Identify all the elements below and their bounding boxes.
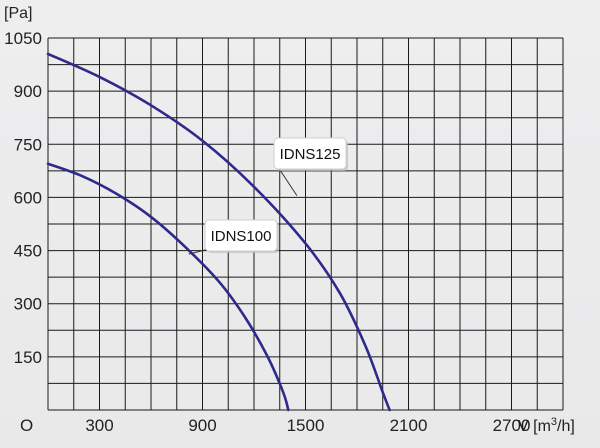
callout-idns125: IDNS125 [273,137,348,196]
x-tick-label: 2700 [493,416,531,435]
y-tick-label: 600 [14,188,42,207]
y-tick-label: 750 [14,135,42,154]
x-axis-label: V [m3/h] [518,416,575,435]
y-tick-label: 450 [14,242,42,261]
callouts: IDNS125 IDNS100 [188,137,348,255]
tick-labels: 150 300 450 600 750 900 1050 300 900 1500 2100 2700 [4,29,530,435]
callout-box [204,219,278,252]
x-tick-label: 1500 [287,416,325,435]
series-label: IDNS125 [280,146,341,163]
y-tick-label: 1050 [4,29,42,48]
series-line-idns100 [46,162,290,412]
callout-idns100: IDNS100 [188,219,279,255]
x-tick-label: 900 [188,416,216,435]
series-label: IDNS100 [211,228,272,245]
y-tick-label: 900 [14,82,42,101]
grid [47,37,564,411]
x-tick-label: 300 [85,416,113,435]
x-tick-label: 2100 [390,416,428,435]
y-tick-label: 300 [14,295,42,314]
series-line-idns125 [46,52,391,412]
series-layer [46,52,391,412]
y-tick-label: 150 [14,348,42,367]
callout-box [273,137,347,170]
callout-leader [277,166,298,196]
y-axis-label: [Pa] [4,5,32,22]
x-origin-label: O [20,416,33,435]
